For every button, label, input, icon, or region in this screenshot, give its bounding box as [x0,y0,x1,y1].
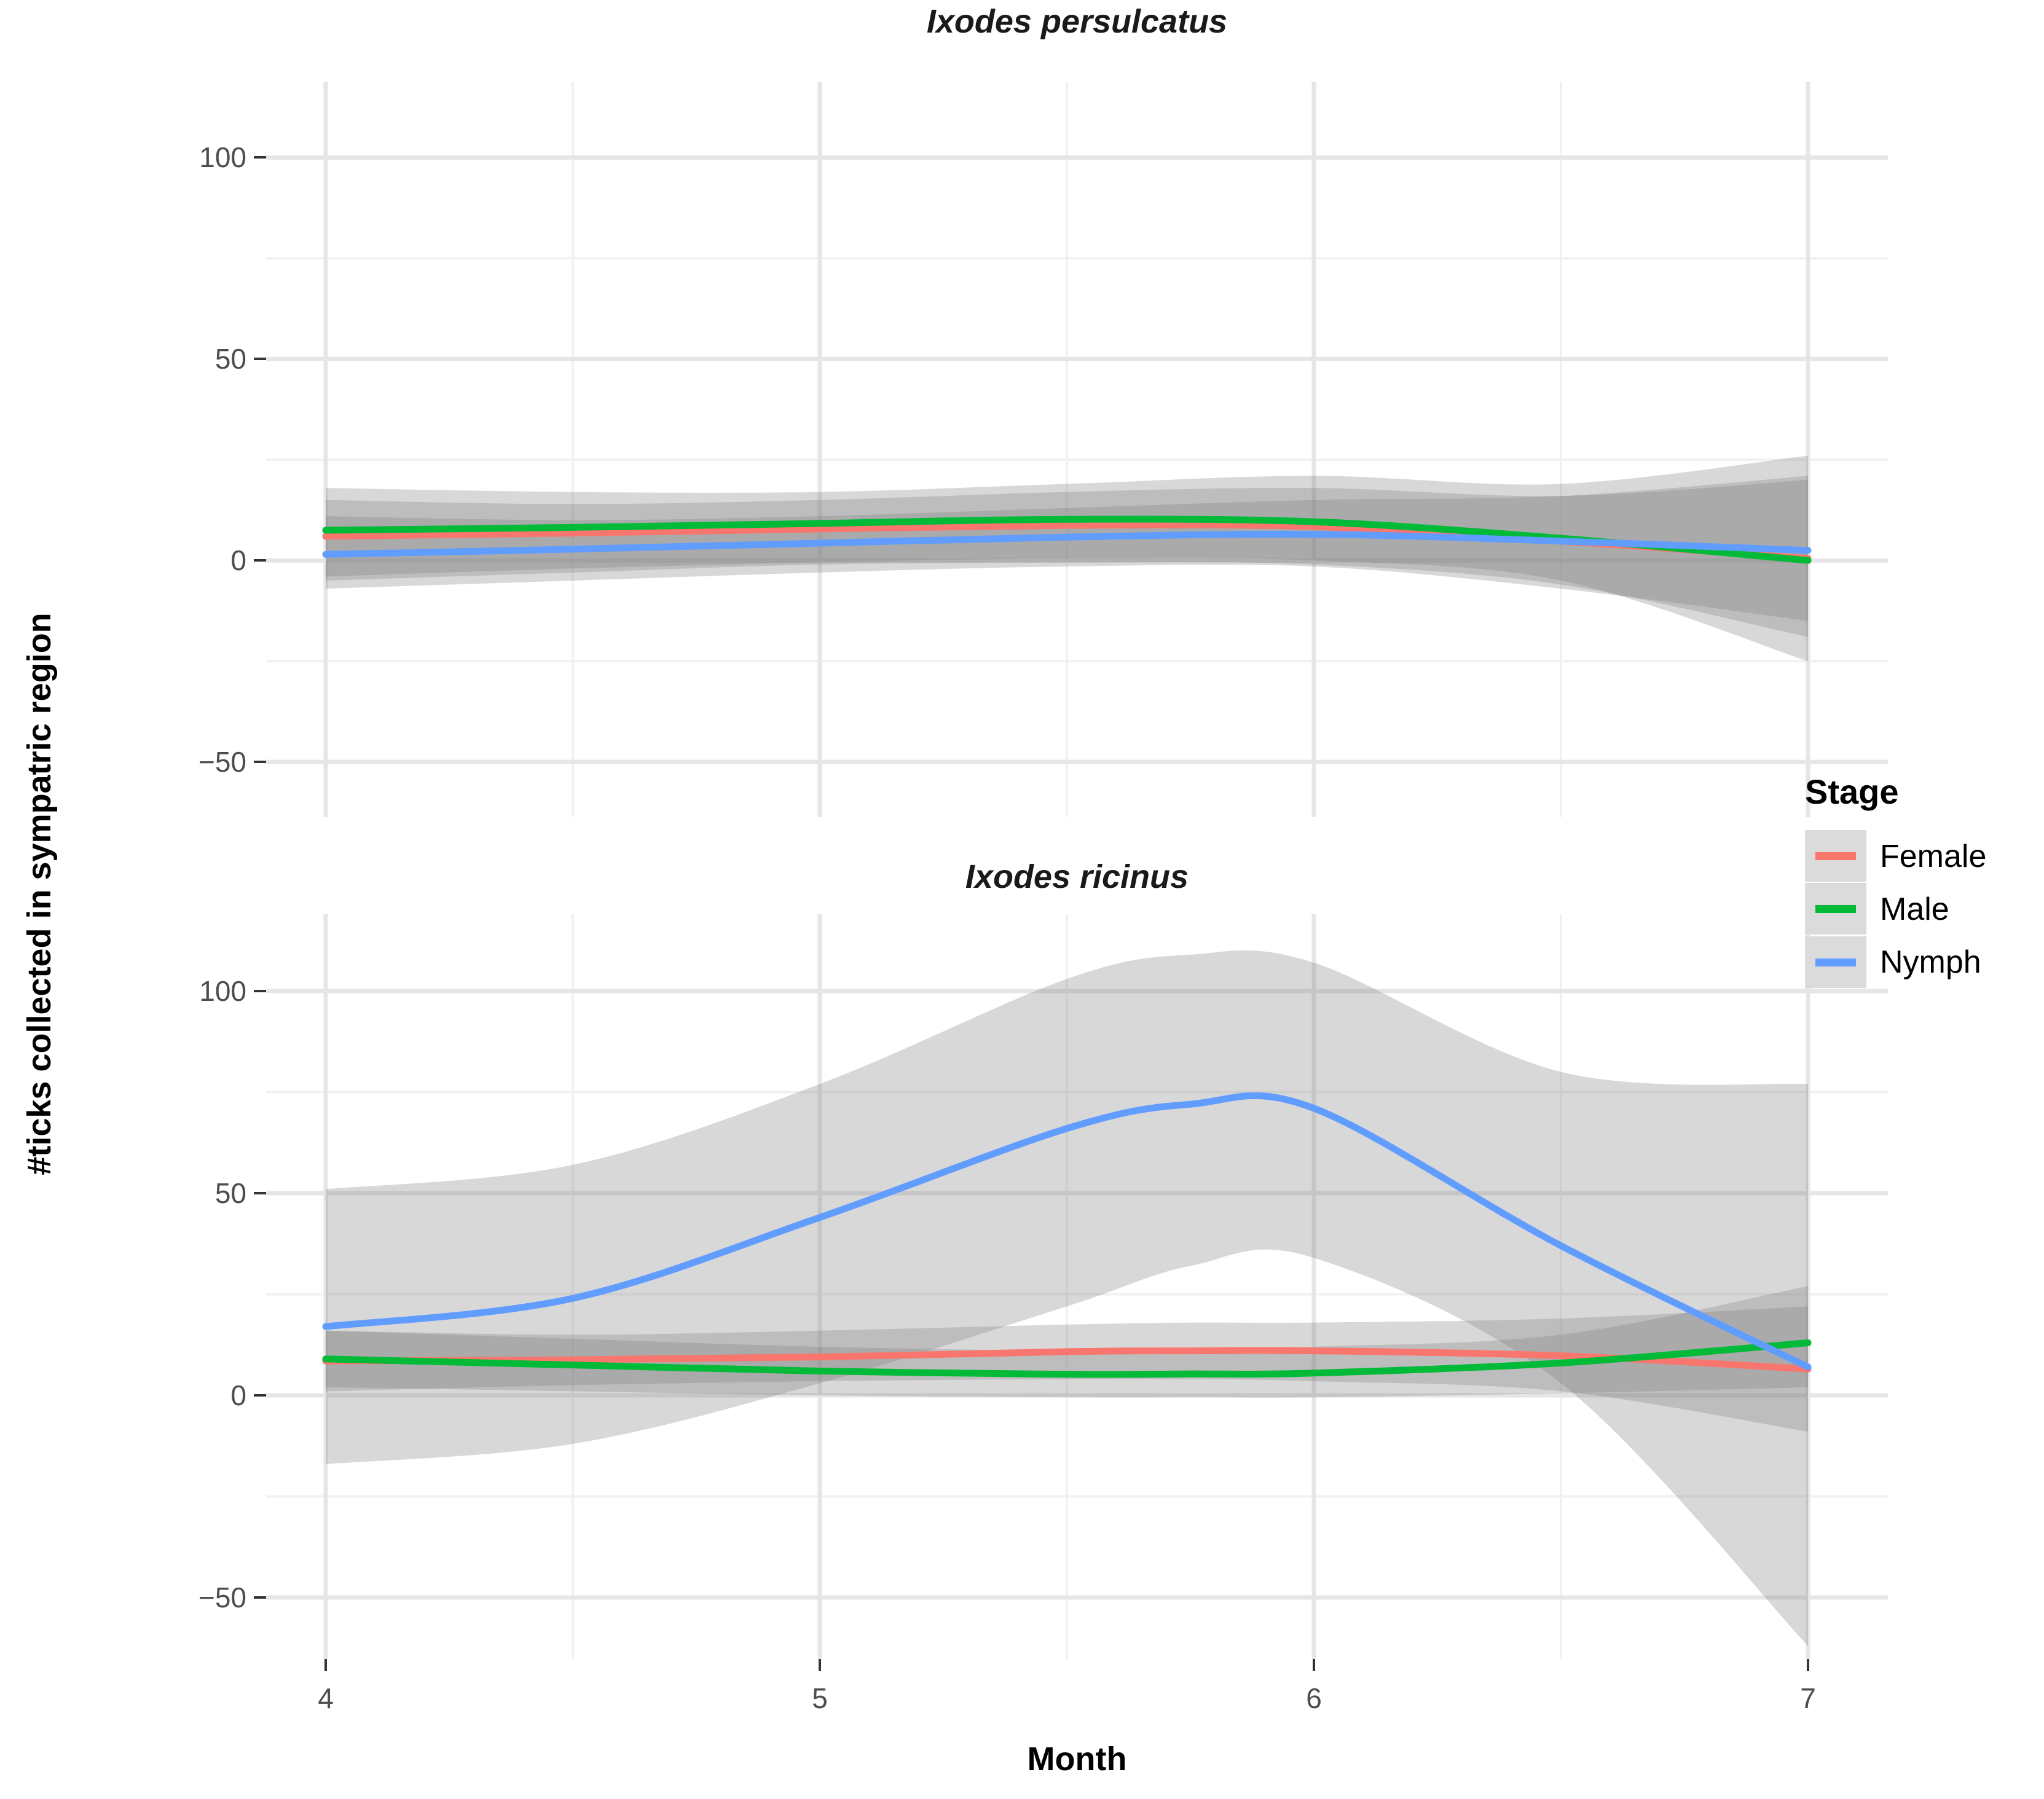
y-tick-mark [254,1596,266,1599]
male-line-swatch [1815,905,1856,913]
y-tick-label: 100 [199,141,246,174]
legend-label-nymph: Nymph [1880,944,1981,980]
x-tick-mark [324,1659,327,1671]
y-tick-mark [254,1192,266,1194]
y-tick-label: −50 [198,746,246,778]
legend-title: Stage [1805,772,1899,811]
y-tick-mark [254,1394,266,1397]
panel-persulcatus-plot [266,82,1888,817]
legend-label-male: Male [1880,892,1949,927]
nymph-line-swatch [1815,958,1856,966]
legend-key-male [1805,883,1866,935]
x-tick-mark [819,1659,821,1671]
y-tick-mark [254,761,266,764]
panel-ricinus-plot [266,914,1888,1659]
facet-title-ricinus: Ixodes ricinus [965,858,1189,895]
x-tick-label: 4 [318,1682,334,1714]
legend-item-male: Male [1805,883,1986,936]
y-tick-label: 50 [214,1177,246,1209]
y-tick-label: −50 [198,1581,246,1613]
y-tick-mark [254,156,266,159]
x-tick-label: 6 [1306,1682,1322,1714]
x-axis-title: Month [1027,1741,1127,1777]
x-tick-label: 5 [812,1682,828,1714]
x-tick-label: 7 [1800,1682,1816,1714]
legend-key-female [1805,830,1866,882]
legend-label-female: Female [1880,839,1987,874]
female-line-swatch [1815,852,1856,860]
legend-stage: Stage Female Male Nymph [1805,772,1986,989]
y-axis-title: #ticks collected in sympatric region [21,613,58,1175]
y-tick-label: 50 [214,343,246,375]
legend-item-nymph: Nymph [1805,936,1986,989]
facet-title-persulcatus: Ixodes persulcatus [926,3,1228,40]
y-tick-label: 0 [230,544,246,577]
y-tick-label: 0 [230,1379,246,1411]
x-tick-mark [1313,1659,1315,1671]
y-tick-mark [254,990,266,992]
y-tick-label: 100 [199,975,246,1007]
y-tick-mark [254,358,266,361]
x-tick-mark [1807,1659,1809,1671]
legend-item-female: Female [1805,830,1986,883]
legend-key-nymph [1805,936,1866,988]
y-tick-mark [254,559,266,562]
